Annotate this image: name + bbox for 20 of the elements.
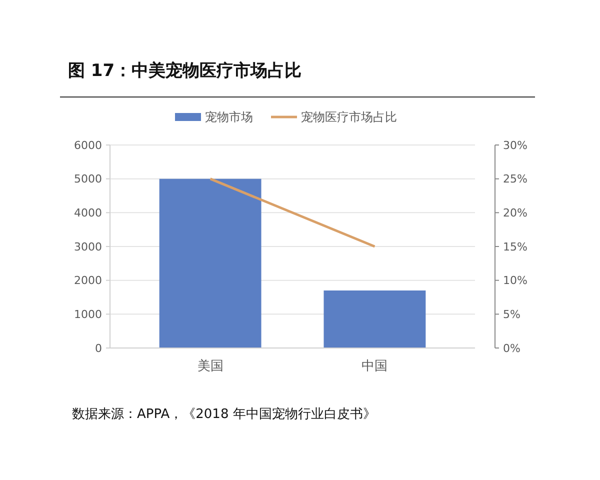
y-tick-label: 1000 <box>74 308 102 322</box>
y-tick-label: 5000 <box>74 172 102 186</box>
y2-tick-label: 20% <box>503 206 528 220</box>
x-tick-label: 中国 <box>362 359 388 374</box>
y2-tick-label: 0% <box>503 342 520 355</box>
y2-tick-label: 15% <box>503 240 528 254</box>
y2-tick-label: 25% <box>503 172 528 186</box>
y-tick-label: 4000 <box>74 206 102 220</box>
y2-tick-label: 30% <box>503 138 528 152</box>
x-tick-label: 美国 <box>197 358 224 374</box>
y2-tick-label: 5% <box>503 308 520 322</box>
y-tick-label: 6000 <box>74 138 102 152</box>
y2-tick-label: 10% <box>503 274 528 288</box>
y-tick-label: 3000 <box>74 240 102 254</box>
y-tick-label: 2000 <box>74 274 102 288</box>
chart-title: 图 17：中美宠物医疗市场占比 <box>68 61 302 81</box>
legend-label: 宠物市场 <box>205 110 253 124</box>
legend-label: 宠物医疗市场占比 <box>301 110 397 124</box>
source-note: 数据来源：APPA，《2018 年中国宠物行业白皮书》 <box>72 407 376 422</box>
y-tick-label: 0 <box>95 342 102 355</box>
